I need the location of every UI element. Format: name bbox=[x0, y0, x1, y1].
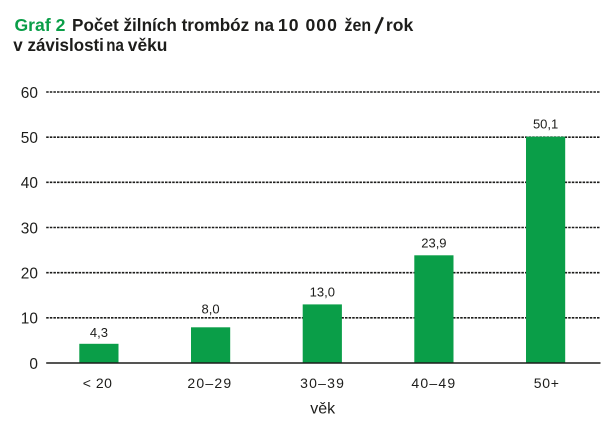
svg-text:na: na bbox=[106, 35, 124, 55]
svg-text:žen: žen bbox=[345, 15, 372, 35]
svg-text:0: 0 bbox=[29, 356, 38, 373]
svg-text:< 20: < 20 bbox=[83, 375, 113, 391]
svg-text:50: 50 bbox=[21, 130, 38, 147]
svg-text:50+: 50+ bbox=[534, 375, 560, 391]
svg-text:věk: věk bbox=[310, 401, 336, 418]
svg-text:Počet žilních trombóz na: Počet žilních trombóz na bbox=[72, 15, 274, 35]
svg-text:30–39: 30–39 bbox=[300, 375, 345, 391]
svg-text:40–49: 40–49 bbox=[411, 375, 456, 391]
svg-text:4,3: 4,3 bbox=[90, 325, 108, 340]
svg-text:30: 30 bbox=[21, 220, 38, 237]
svg-text:10: 10 bbox=[21, 311, 38, 328]
svg-text:13,0: 13,0 bbox=[310, 285, 335, 300]
svg-text:23,9: 23,9 bbox=[421, 235, 446, 250]
svg-text:20–29: 20–29 bbox=[187, 375, 232, 391]
svg-text:Graf 2: Graf 2 bbox=[15, 15, 66, 35]
svg-text:20: 20 bbox=[21, 266, 38, 283]
svg-text:8,0: 8,0 bbox=[202, 302, 220, 317]
svg-text:50,1: 50,1 bbox=[533, 117, 558, 132]
svg-text:10 000: 10 000 bbox=[278, 15, 337, 35]
svg-text:rok: rok bbox=[386, 15, 414, 35]
svg-text:40: 40 bbox=[21, 175, 38, 192]
svg-text:v závislosti: v závislosti bbox=[13, 35, 104, 55]
svg-text:věku: věku bbox=[128, 35, 168, 55]
svg-text:60: 60 bbox=[21, 85, 38, 102]
